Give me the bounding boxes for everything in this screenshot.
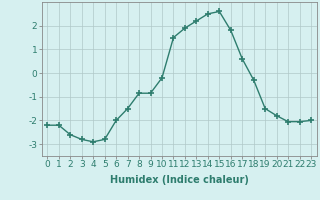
X-axis label: Humidex (Indice chaleur): Humidex (Indice chaleur) <box>110 175 249 185</box>
